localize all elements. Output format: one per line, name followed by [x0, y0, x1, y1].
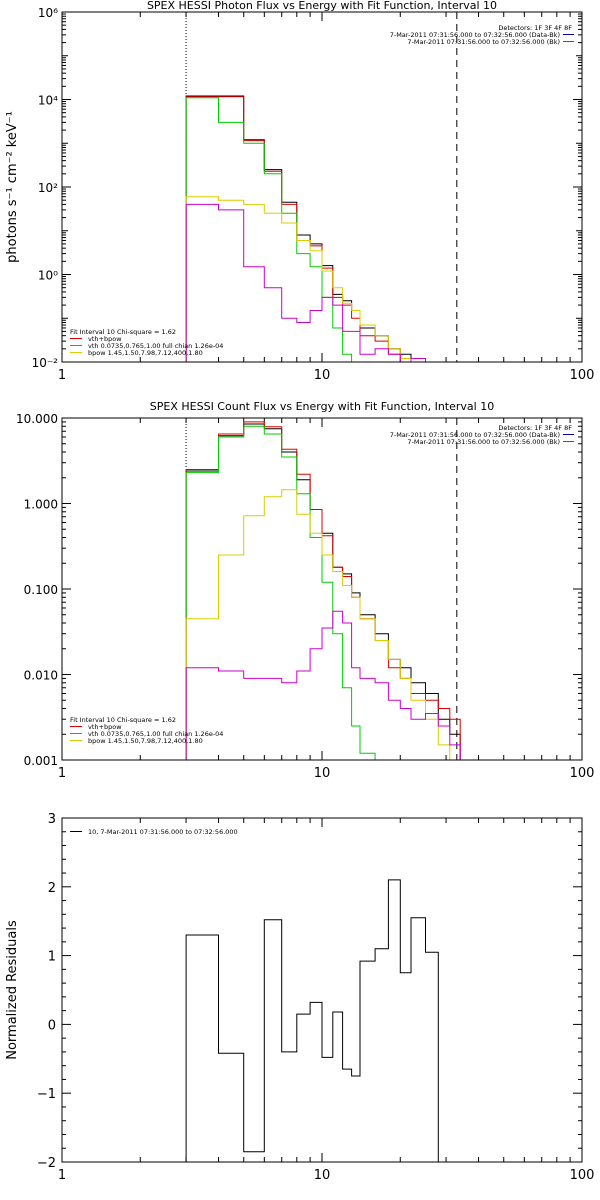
series-line-2 [185, 421, 461, 760]
y-tick-label: −1 [37, 1087, 56, 1102]
series-line-3 [185, 425, 376, 760]
y-tick-label: 10⁴ [38, 94, 58, 108]
fit-legend-entry-text: vth 0.0735,0.765,1.00 full chian 1.26e-0… [88, 342, 223, 350]
y-tick-label: 1.000 [24, 498, 58, 512]
x-tick-label: 10 [314, 1168, 331, 1183]
x-tick-label: 100 [570, 1168, 595, 1183]
chart-title: SPEX HESSI Count Flux vs Energy with Fit… [150, 400, 494, 413]
series-line-1 [185, 879, 461, 1162]
fit-legend-header: Fit Interval 10 Chi-square = 1.62 [70, 716, 176, 724]
series-line-1 [185, 95, 461, 362]
chart-1: SPEX HESSI Photon Flux vs Energy with Fi… [5, 0, 594, 383]
series-line-1 [185, 423, 461, 760]
x-tick-label: 1 [58, 368, 66, 383]
fit-legend-entry-text: vth 0.0735,0.765,1.00 full chian 1.26e-0… [88, 730, 223, 738]
legend-entry-text: 7-Mar-2011 07:31:56.000 to 07:32:56.000 … [390, 31, 560, 39]
chart-3: Normalized Residuals 1 10 100 −2 −1 0 1 2 3 10, 7-… [5, 812, 594, 1183]
x-tick-label: 100 [570, 766, 595, 781]
x-tick-label: 10 [314, 766, 331, 781]
x-tick-label: 1 [58, 766, 66, 781]
y-tick-label: 2 [48, 881, 56, 896]
y-axis-label: photons s⁻¹ cm⁻² keV⁻¹ [5, 111, 20, 263]
y-axis-label: Normalized Residuals [5, 920, 20, 1060]
fit-legend-entry-text: bpow 1.45,1.50,7.98,7.12,400,1.80 [88, 349, 203, 357]
chart-2: SPEX HESSI Count Flux vs Energy with Fit… [16, 400, 594, 781]
fit-legend-header: Fit Interval 10 Chi-square = 1.62 [70, 328, 176, 336]
y-tick-label: 0 [48, 1018, 56, 1033]
fit-legend-entry-text: vth+bpow [88, 723, 122, 731]
legend-entry-text: 10, 7-Mar-2011 07:31:56.000 to 07:32:56.… [88, 828, 238, 836]
y-tick-label: 0.100 [24, 583, 58, 597]
x-tick-label: 10 [314, 368, 331, 383]
y-tick-label: 10.000 [16, 412, 58, 426]
y-tick-label: 1 [48, 950, 56, 965]
legend-entry-text: 7-Mar-2011 07:31:56.000 to 07:32:56.000 … [390, 431, 560, 439]
y-tick-label: 10⁶ [38, 6, 58, 20]
x-tick-label: 100 [570, 368, 595, 383]
plot-frame [61, 417, 583, 761]
plot-frame [61, 11, 583, 363]
series-line-2 [185, 96, 461, 362]
series-line-5 [185, 610, 461, 760]
y-tick-label: −2 [37, 1156, 56, 1171]
fit-legend-entry-text: vth+bpow [88, 335, 122, 343]
legend-header: Detectors: 1F 3F 4F 8F [498, 24, 572, 32]
y-tick-label: 10⁰ [38, 269, 58, 283]
legend-entry-text: 7-Mar-2011 07:31:56.000 to 07:32:56.000 … [407, 38, 560, 46]
plot-frame [61, 817, 583, 1163]
y-tick-label: 10⁻² [32, 356, 59, 370]
series-line-5 [185, 203, 461, 362]
y-tick-label: 3 [48, 812, 56, 827]
y-tick-label: 0.001 [24, 754, 58, 768]
legend-header: Detectors: 1F 3F 4F 8F [498, 424, 572, 432]
series-line-4 [185, 489, 461, 760]
series-line-4 [185, 196, 439, 362]
legend-entry-text: 7-Mar-2011 07:31:56.000 to 07:32:56.000 … [407, 438, 560, 446]
fit-legend-entry-text: bpow 1.45,1.50,7.98,7.12,400,1.80 [88, 737, 203, 745]
y-tick-label: 10² [38, 181, 58, 195]
x-tick-label: 1 [58, 1168, 66, 1183]
series-line-3 [185, 97, 361, 362]
y-tick-label: 0.010 [24, 669, 58, 683]
chart-title: SPEX HESSI Photon Flux vs Energy with Fi… [147, 0, 497, 12]
